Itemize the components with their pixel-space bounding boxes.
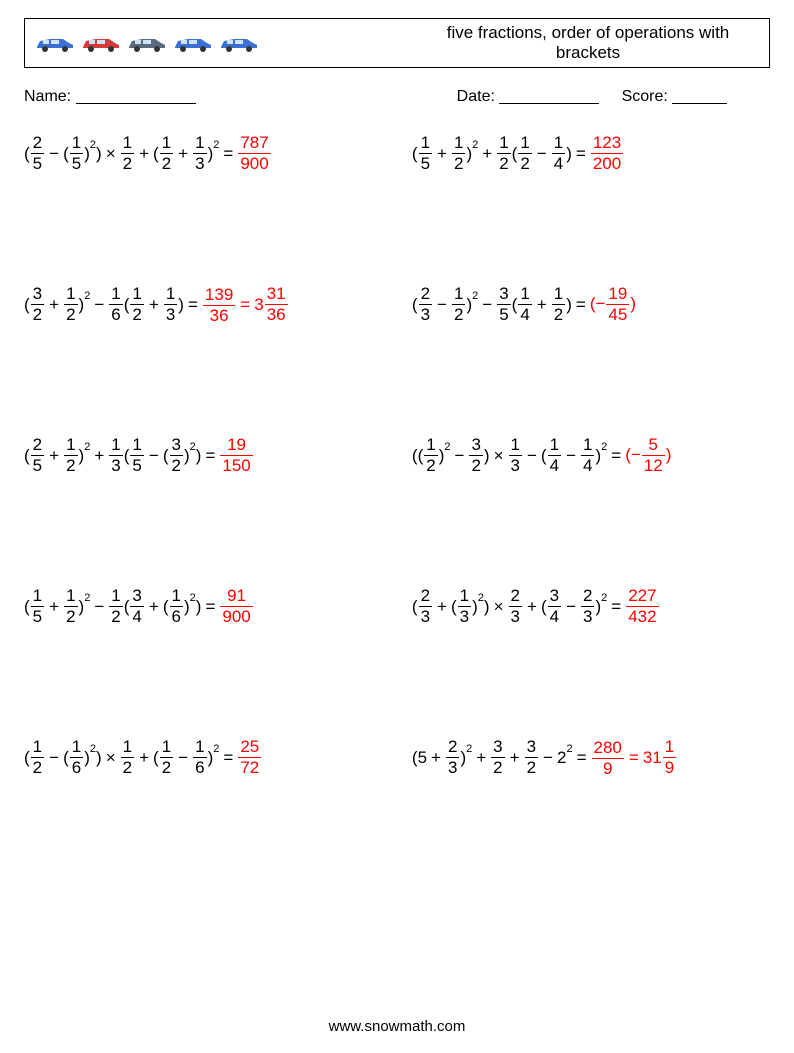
worksheet-title: five fractions, order of operations with… xyxy=(423,23,753,64)
answer: 227432 xyxy=(625,587,659,626)
name-blank[interactable] xyxy=(76,89,196,104)
problems-grid: (25−(15)2)×12+(12+13)2=787900(15+12)2+12… xyxy=(24,134,770,777)
name-field: Name: xyxy=(24,86,457,106)
car-icon xyxy=(219,33,259,53)
answer: (−512) xyxy=(625,436,671,475)
score-blank[interactable] xyxy=(672,89,727,104)
problem: (25−(15)2)×12+(12+13)2=787900 xyxy=(24,134,412,173)
answer: (−1945) xyxy=(590,285,636,324)
answer: 13936=33136 xyxy=(202,285,289,325)
car-icons xyxy=(25,33,259,53)
info-row: Name: Date: Score: xyxy=(24,86,770,106)
name-label: Name: xyxy=(24,88,71,105)
problem: (23−12)2−35(14+12)=(−1945) xyxy=(412,285,770,325)
problem: (15+12)2−12(34+(16)2)=91900 xyxy=(24,587,412,626)
car-icon xyxy=(127,33,167,53)
problem-row: (12−(16)2)×12+(12−16)2=2572(5+23)2+32+32… xyxy=(24,738,770,778)
answer: 19150 xyxy=(219,436,253,475)
problem: (23+(13)2)×23+(34−23)2=227432 xyxy=(412,587,770,626)
problem: ((12)2−32)×13−(14−14)2=(−512) xyxy=(412,436,770,475)
date-score-field: Date: Score: xyxy=(457,86,770,106)
problem-row: (32+12)2−16(12+13)=13936=33136(23−12)2−3… xyxy=(24,285,770,325)
problem-row: (15+12)2−12(34+(16)2)=91900(23+(13)2)×23… xyxy=(24,587,770,626)
score-label: Score: xyxy=(622,88,668,105)
problem-row: (25+12)2+13(15−(32)2)=19150((12)2−32)×13… xyxy=(24,436,770,475)
date-blank[interactable] xyxy=(499,89,599,104)
car-icon xyxy=(35,33,75,53)
car-icon xyxy=(173,33,213,53)
answer: 123200 xyxy=(590,134,624,173)
answer: 787900 xyxy=(237,134,271,173)
problem: (5+23)2+32+32−22=2809=3119 xyxy=(412,738,770,778)
answer: 91900 xyxy=(219,587,253,626)
answer: 2809=3119 xyxy=(591,738,678,778)
date-label: Date: xyxy=(457,88,495,105)
problem: (25+12)2+13(15−(32)2)=19150 xyxy=(24,436,412,475)
car-icon xyxy=(81,33,121,53)
problem: (32+12)2−16(12+13)=13936=33136 xyxy=(24,285,412,325)
footer-url: www.snowmath.com xyxy=(0,1018,794,1035)
answer: 2572 xyxy=(237,738,262,777)
problem-row: (25−(15)2)×12+(12+13)2=787900(15+12)2+12… xyxy=(24,134,770,173)
problem: (15+12)2+12(12−14)=123200 xyxy=(412,134,770,173)
worksheet-page: five fractions, order of operations with… xyxy=(0,0,794,1053)
header-box: five fractions, order of operations with… xyxy=(24,18,770,68)
problem: (12−(16)2)×12+(12−16)2=2572 xyxy=(24,738,412,778)
